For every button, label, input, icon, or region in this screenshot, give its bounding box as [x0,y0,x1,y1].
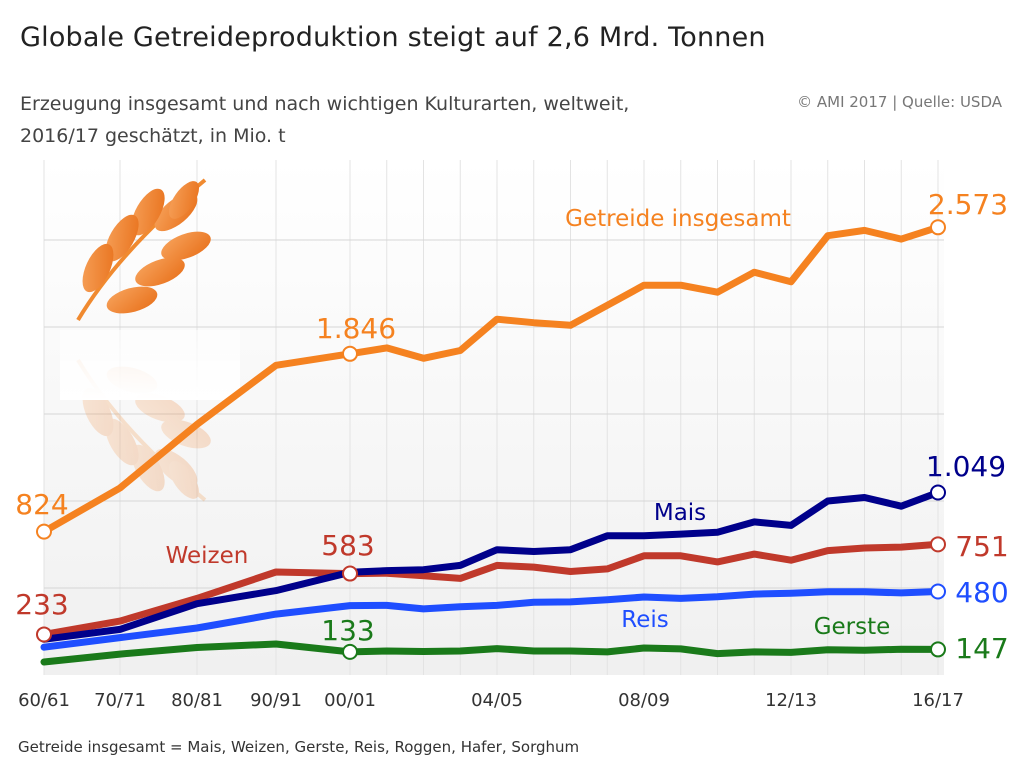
data-point-marker [342,565,358,582]
subtitle-line-2: 2016/17 geschätzt, in Mio. t [20,125,286,147]
subtitle: Erzeugung insgesamt und nach wichtigen K… [20,88,740,152]
x-tick-label: 80/81 [171,690,223,711]
data-value-label: 1.846 [316,312,396,345]
footnote: Getreide insgesamt = Mais, Weizen, Gerst… [18,738,580,756]
x-tick-label: 60/61 [18,690,70,711]
x-tick-label: 04/05 [471,690,523,711]
data-value-label: 2.573 [928,188,1008,221]
x-tick-label: 16/17 [912,690,964,711]
data-point-marker [36,523,52,540]
data-value-label: 583 [321,529,374,562]
data-point-markers [36,219,946,660]
data-point-marker [930,536,946,553]
data-value-label: 147 [955,632,1008,665]
data-value-label: 233 [15,588,68,621]
series-label: Mais [654,500,706,526]
source-credit: © AMI 2017 | Quelle: USDA [797,93,1002,111]
series-label: Gerste [814,614,891,640]
series-line-getreide-insgesamt [40,223,942,536]
series-label: Weizen [166,543,249,569]
series-line-reis [40,588,942,651]
data-point-marker [930,484,946,501]
chart-labels: Getreide insgesamt Mais Weizen Reis Gerste 82… [15,188,1008,665]
series-label: Reis [621,607,668,633]
data-point-marker [342,643,358,660]
data-point-marker [930,583,946,600]
wheat-ear-icon [60,178,240,506]
data-value-label: 751 [955,530,1008,563]
x-tick-label: 70/71 [94,690,146,711]
data-point-marker [342,345,358,362]
data-value-label: 824 [15,488,68,521]
series-lines [40,223,942,666]
data-point-marker [930,219,946,236]
page-title: Globale Getreideproduktion steigt auf 2,… [20,22,766,53]
series-label: Getreide insgesamt [565,206,791,232]
data-value-label: 133 [321,614,374,647]
x-tick-label: 90/91 [250,690,302,711]
data-point-marker [36,626,52,643]
data-value-label: 1.049 [926,450,1006,483]
x-tick-label: 12/13 [765,690,817,711]
x-axis-ticks: 60/61 70/71 80/81 90/91 00/01 04/05 08/09 12/13… [18,690,964,711]
data-point-marker [930,641,946,658]
x-tick-label: 08/09 [618,690,670,711]
series-line-weizen [40,540,942,638]
subtitle-line-1: Erzeugung insgesamt und nach wichtigen K… [20,93,630,115]
series-line-mais [40,489,942,643]
horizontal-gridlines [44,239,944,589]
x-tick-label: 00/01 [324,690,376,711]
series-line-gerste [40,640,942,666]
data-value-label: 480 [955,576,1008,609]
